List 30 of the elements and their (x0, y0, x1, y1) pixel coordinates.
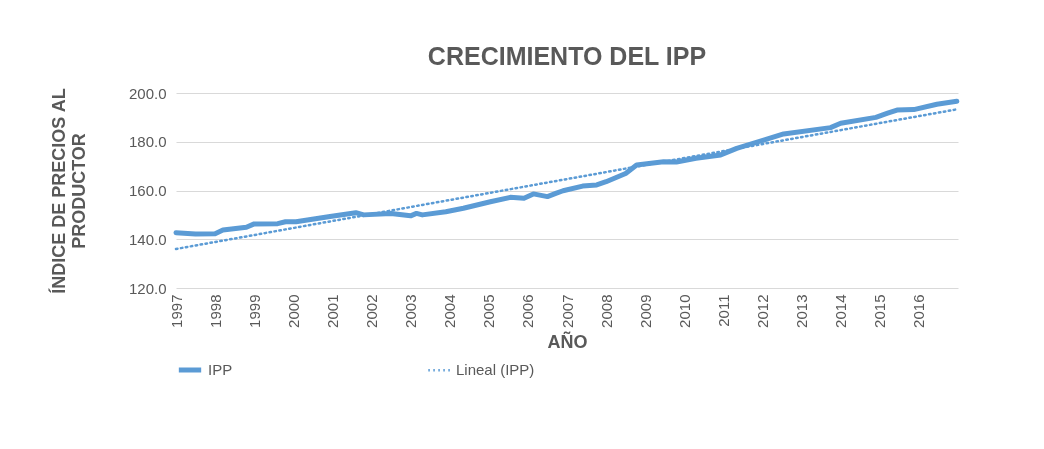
x-tick-label: 1999 (245, 294, 263, 328)
y-tick-label: 140.0 (128, 230, 167, 248)
legend-label: Lineal (IPP) (456, 361, 535, 379)
x-tick-label: 2012 (754, 294, 771, 328)
y-tick-label: 200.0 (128, 84, 167, 102)
x-tick-label: 1998 (206, 294, 224, 328)
x-axis-title: AÑO (547, 330, 588, 352)
x-tick-label: 2004 (441, 294, 459, 328)
chart-title: CRECIMIENTO DEL IPP (427, 42, 707, 70)
x-tick-label: 2011 (714, 294, 732, 327)
y-tick-label: 160.0 (128, 182, 167, 199)
x-tick-label: 2002 (363, 294, 380, 328)
x-tick-label: 2016 (910, 294, 928, 328)
y-tick-label: 180.0 (128, 133, 167, 151)
x-tick-label: 2007 (558, 294, 576, 328)
x-tick-label: 2001 (323, 294, 341, 328)
x-tick-label: 2010 (675, 294, 693, 328)
x-tick-label: 1997 (167, 294, 185, 328)
x-tick-label: 2003 (402, 294, 420, 328)
x-tick-label: 2008 (597, 294, 615, 328)
x-tick-label: 2015 (871, 294, 889, 328)
y-axis-title: ÍNDICE DE PRECIOS AL PRODUCTOR (47, 88, 89, 294)
x-tick-label: 2005 (480, 294, 498, 328)
legend-label: IPP (208, 361, 233, 378)
x-tick-label: 2006 (519, 294, 537, 328)
x-tick-label: 2013 (793, 294, 811, 328)
x-tick-label: 2000 (284, 294, 302, 328)
x-tick-label: 2009 (636, 294, 654, 328)
y-tick-label: 120.0 (128, 279, 167, 297)
x-tick-label: 2014 (832, 294, 850, 328)
